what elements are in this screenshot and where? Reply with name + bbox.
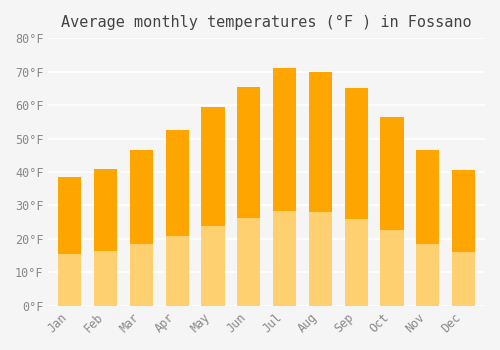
Bar	[273, 211, 296, 306]
Bar	[166, 130, 189, 306]
Bar	[416, 150, 440, 306]
Bar	[58, 177, 82, 306]
Bar	[94, 251, 118, 306]
Bar	[130, 150, 153, 306]
Bar	[416, 244, 440, 306]
Bar	[202, 107, 224, 306]
Bar	[130, 150, 153, 306]
Bar	[237, 218, 260, 306]
Title: Average monthly temperatures (°F ) in Fossano: Average monthly temperatures (°F ) in Fo…	[62, 15, 472, 30]
Bar	[344, 88, 368, 306]
Bar	[94, 169, 118, 306]
Bar	[202, 107, 224, 306]
Bar	[452, 252, 475, 306]
Bar	[380, 117, 404, 306]
Bar	[273, 68, 296, 306]
Bar	[237, 87, 260, 306]
Bar	[308, 72, 332, 306]
Bar	[308, 72, 332, 306]
Bar	[94, 169, 118, 306]
Bar	[58, 177, 82, 306]
Bar	[308, 212, 332, 306]
Bar	[166, 130, 189, 306]
Bar	[380, 117, 404, 306]
Bar	[202, 226, 224, 306]
Bar	[416, 150, 440, 306]
Bar	[344, 219, 368, 306]
Bar	[380, 230, 404, 306]
Bar	[273, 68, 296, 306]
Bar	[452, 170, 475, 306]
Bar	[452, 170, 475, 306]
Bar	[237, 87, 260, 306]
Bar	[166, 236, 189, 306]
Bar	[344, 88, 368, 306]
Bar	[58, 254, 82, 306]
Bar	[130, 244, 153, 306]
